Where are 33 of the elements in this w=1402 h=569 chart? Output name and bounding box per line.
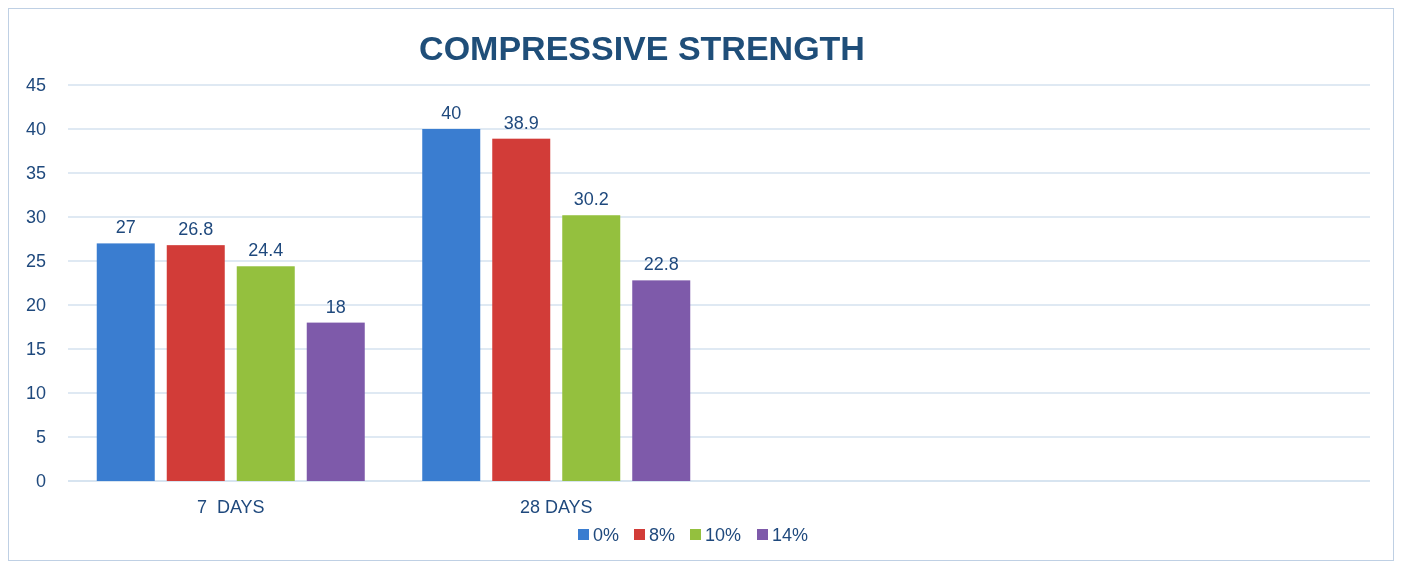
y-tick-label: 35: [25, 163, 46, 184]
bar: [236, 266, 295, 481]
data-label: 40: [441, 103, 462, 123]
legend-label: 8%: [649, 525, 676, 546]
y-tick-label: 30: [25, 207, 46, 228]
data-label: 30.2: [573, 189, 609, 210]
x-tick-label: 7 DAYS: [196, 497, 265, 517]
bar: [306, 322, 365, 481]
y-tick-label: 20: [25, 295, 46, 316]
legend-label: 0%: [593, 525, 620, 546]
y-tick-label: 25: [25, 251, 46, 272]
y-tick-label: 15: [25, 339, 46, 360]
bar: [492, 138, 551, 481]
bar: [632, 280, 691, 481]
y-tick-label: 10: [25, 383, 46, 404]
y-tick-label: 0: [35, 471, 46, 492]
data-label: 26.8: [178, 219, 214, 240]
chart-title: COMPRESSIVE STRENGTH: [419, 29, 865, 67]
y-tick-label: 40: [25, 119, 46, 140]
legend-label: 10%: [705, 525, 742, 546]
y-tick-label: 45: [25, 75, 46, 96]
legend-label: 14%: [772, 525, 809, 546]
data-label: 24.4: [248, 240, 284, 261]
bar: [422, 129, 481, 481]
bar: [562, 215, 621, 481]
bar: [166, 245, 225, 481]
y-tick-label: 5: [35, 427, 46, 448]
data-label: 18: [325, 296, 346, 317]
data-label: 38.9: [503, 112, 539, 133]
x-tick-label: 28 DAYS: [519, 497, 593, 517]
data-label: 22.8: [643, 254, 679, 275]
data-label: 27: [115, 217, 136, 238]
bar: [96, 243, 155, 481]
